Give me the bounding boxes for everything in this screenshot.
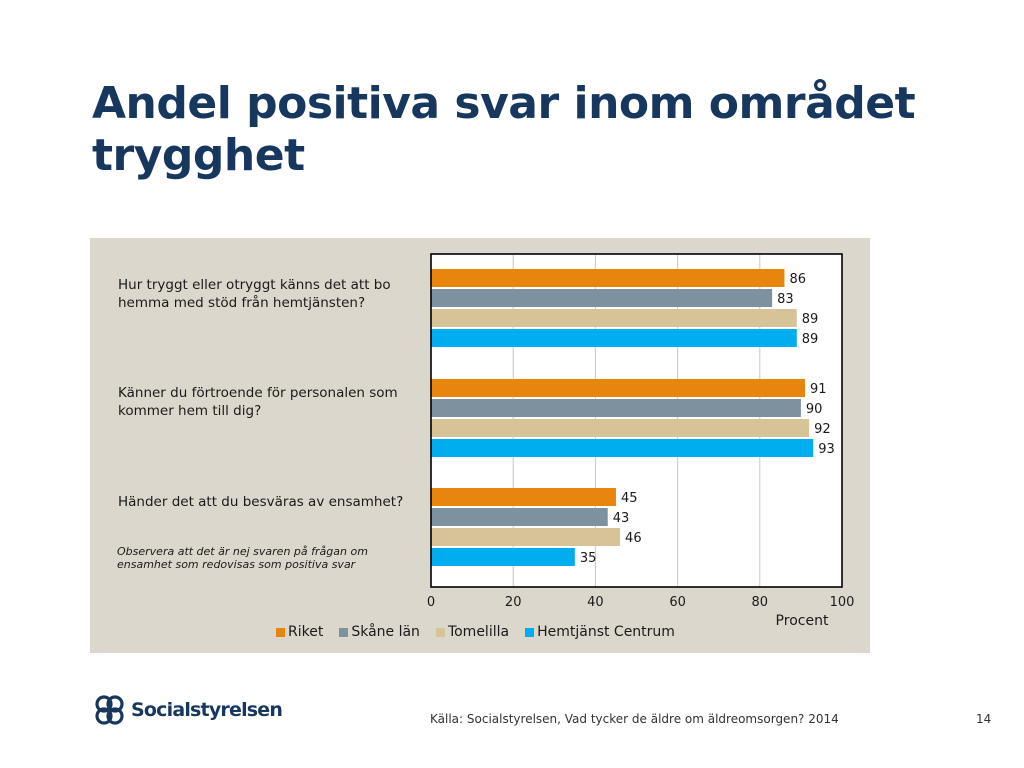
data-label: 86 [789,272,806,287]
data-label: 83 [777,292,794,307]
data-label: 92 [814,422,831,437]
bar [431,309,797,327]
legend-swatch [276,627,285,637]
data-label: 90 [806,402,823,417]
data-label: 93 [818,442,835,457]
plot-border [430,253,843,588]
source-text: Källa: Socialstyrelsen, Vad tycker de äl… [430,712,839,726]
category-label: Känner du förtroende för personalen som … [118,385,398,419]
legend-swatch [435,627,445,637]
legend-label: Skåne län [351,624,420,640]
legend-item: Riket [276,624,323,640]
page-number: 14 [976,712,992,726]
bar [431,528,621,546]
chart-note: Observera att det är nej svaren på fråga… [117,545,368,571]
x-tick-label: 20 [505,595,522,610]
logo-text: Socialstyrelsen [131,699,283,721]
x-tick-label: 80 [752,595,769,610]
legend-item: Tomelilla [435,624,510,640]
bar [431,399,801,417]
x-tick-label: 100 [830,595,855,610]
data-label: 91 [810,382,827,397]
bar [431,329,797,347]
bar [431,379,806,397]
legend-label: Tomelilla [447,624,510,640]
bar [431,419,810,437]
bar [431,439,814,457]
legend-label: Hemtjänst Centrum [537,624,675,640]
chart-legend: Riket Skåne län Tomelilla Hemtjänst Cent… [276,623,675,641]
data-label: 43 [613,511,630,526]
bar [431,488,616,506]
data-label: 46 [625,531,642,546]
data-label: 89 [802,332,819,347]
x-tick-label: 60 [669,595,686,610]
legend-item: Hemtjänst Centrum [525,624,675,640]
bar [431,548,575,566]
x-tick-label: 40 [587,595,604,610]
category-label: Händer det att du besväras av ensamhet? [118,494,404,510]
slide-title: Andel positiva svar inom området trygghe… [92,78,916,181]
data-label: 89 [802,312,819,327]
category-label: Hur tryggt eller otryggt känns det att b… [118,277,391,311]
socialstyrelsen-logo: Socialstyrelsen [93,693,283,727]
legend-label: Riket [288,624,324,640]
data-label: 35 [580,551,597,566]
legend-swatch [525,627,535,637]
x-tick-label: 0 [427,595,435,610]
data-label: 45 [621,491,638,506]
bar [431,269,785,287]
x-axis-label: Procent [776,613,829,629]
legend-item: Skåne län [339,624,420,640]
bar [431,508,608,526]
logo-mark-icon [95,695,124,725]
legend-swatch [339,627,349,637]
bar [431,289,773,307]
